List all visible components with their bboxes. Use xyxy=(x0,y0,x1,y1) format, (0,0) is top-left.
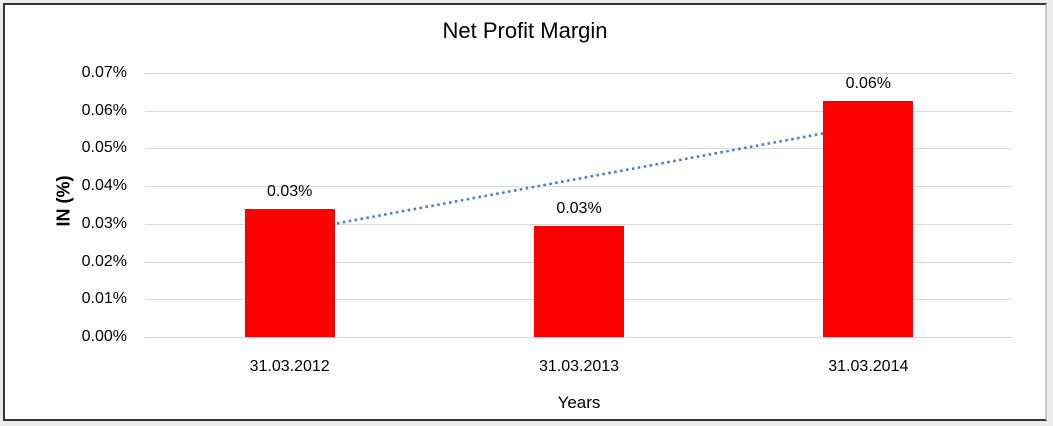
data-label: 0.03% xyxy=(266,182,313,200)
y-tick-label: 0.06% xyxy=(81,101,127,119)
chart-title: Net Profit Margin xyxy=(442,18,608,43)
bar-31-03-2014 xyxy=(823,101,914,337)
gridline xyxy=(145,73,1013,74)
data-label: 0.03% xyxy=(556,199,602,217)
gridline xyxy=(145,337,1013,338)
y-tick-label: 0.02% xyxy=(81,252,127,270)
y-tick-label: 0.05% xyxy=(81,139,127,157)
gridline xyxy=(145,110,1013,112)
y-tick-label: 0.01% xyxy=(81,290,127,308)
x-tick-label: 31.03.2012 xyxy=(249,358,330,375)
y-tick-label: 0.07% xyxy=(81,64,127,81)
y-tick-label: 0.03% xyxy=(81,214,127,232)
x-tick-label: 31.03.2014 xyxy=(828,358,909,375)
y-tick-label: 0.04% xyxy=(81,177,127,195)
data-label: 0.06% xyxy=(845,75,892,93)
y-tick-label: 0.00% xyxy=(81,328,127,345)
bar-31-03-2012 xyxy=(244,208,335,337)
chart-frame[interactable]: Net Profit Margin IN (%) 0.00% 0.01% 0.02%… xyxy=(3,3,1047,421)
bar-31-03-2013 xyxy=(534,225,624,337)
x-axis-title: Years xyxy=(557,393,601,412)
x-tick-label: 31.03.2013 xyxy=(538,358,620,375)
